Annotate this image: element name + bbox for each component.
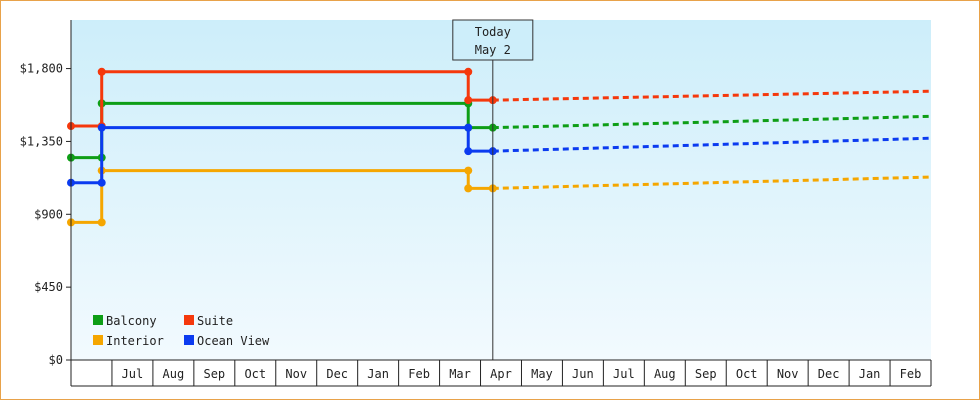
x-tick-label: Sep — [203, 367, 225, 381]
x-tick-label: Aug — [654, 367, 676, 381]
data-point-interior — [464, 184, 473, 193]
y-ticks: $0 $450 $900 $1,350 $1,800 — [20, 62, 71, 367]
y-tick-label: $1,350 — [20, 134, 63, 148]
data-point-ocean-view — [97, 178, 106, 187]
x-tick-label: Jun — [572, 367, 594, 381]
data-point-suite — [97, 67, 106, 76]
x-tick-label: Nov — [777, 367, 799, 381]
x-tick-label: Jan — [367, 367, 389, 381]
plot-area — [71, 20, 931, 360]
y-tick-label: $1,800 — [20, 62, 63, 76]
x-tick-label: Dec — [326, 367, 348, 381]
data-point-suite — [464, 96, 473, 105]
series-layer — [67, 67, 932, 227]
x-tick-label: Jan — [859, 367, 881, 381]
series-line-interior — [71, 169, 493, 224]
series-line-balcony — [71, 101, 493, 160]
legend-label-ocean-view: Ocean View — [197, 334, 270, 348]
x-tick-label: Feb — [900, 367, 922, 381]
forecast-line-balcony — [492, 114, 932, 130]
y-tick-label: $900 — [34, 207, 63, 221]
legend-label-balcony: Balcony — [106, 314, 157, 328]
x-tick-label: Oct — [736, 367, 758, 381]
legend-label-suite: Suite — [197, 314, 233, 328]
y-tick-label: $0 — [49, 353, 63, 367]
series-line-suite — [71, 70, 493, 128]
x-tick-label: Jul — [122, 367, 144, 381]
forecast-line-suite — [492, 89, 932, 102]
data-point-ocean-view — [464, 123, 473, 132]
x-tick-label: Mar — [449, 367, 471, 381]
forecast-line-ocean-view — [492, 136, 932, 153]
forecast-line-interior — [492, 175, 932, 190]
data-point-interior — [97, 218, 106, 227]
y-tick-label: $450 — [34, 280, 63, 294]
today-annotation-date: May 2 — [475, 43, 511, 57]
legend-swatch-interior — [93, 335, 103, 345]
x-ticks: Jul Aug Sep Oct Nov Dec Jan Feb Mar Apr May Jun Jul A… — [70, 360, 932, 386]
legend-swatch-balcony — [93, 315, 103, 325]
x-tick-label: Feb — [408, 367, 430, 381]
data-point-ocean-view — [97, 123, 106, 132]
data-point-ocean-view — [464, 147, 473, 156]
x-tick-label: Oct — [244, 367, 266, 381]
today-annotation-label: Today — [475, 25, 511, 39]
legend-label-interior: Interior — [106, 334, 164, 348]
legend-swatch-suite — [184, 315, 194, 325]
x-tick-label: Nov — [285, 367, 307, 381]
legend: Balcony Suite Interior Ocean View — [93, 314, 270, 348]
data-point-interior — [464, 166, 473, 175]
x-tick-label: Jul — [613, 367, 635, 381]
today-annotation-box — [452, 19, 534, 61]
legend-swatch-ocean-view — [184, 335, 194, 345]
x-tick-label: May — [531, 367, 553, 381]
data-point-suite — [464, 67, 473, 76]
x-tick-label: Sep — [695, 367, 717, 381]
series-line-ocean-view — [71, 126, 493, 185]
x-tick-label: Aug — [163, 367, 185, 381]
x-tick-label: Apr — [490, 367, 512, 381]
x-tick-label: Dec — [818, 367, 840, 381]
